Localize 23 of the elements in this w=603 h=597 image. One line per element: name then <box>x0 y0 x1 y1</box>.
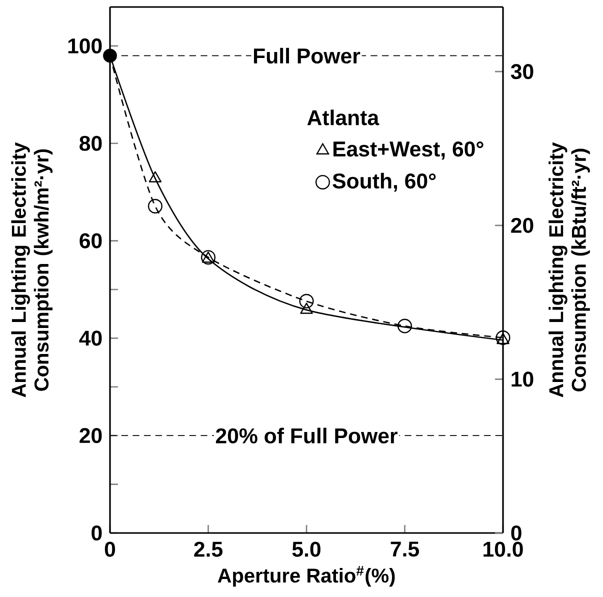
x-tick-label: 5.0 <box>292 542 320 557</box>
y-tick-label: 100 <box>68 38 102 54</box>
y2-tick-label: 0 <box>511 525 522 541</box>
y2-axis-title: Annual Lighting Electricity Consumption (kBtu/ft²·yr) <box>548 142 590 398</box>
y-tick-label: 40 <box>79 330 102 346</box>
y-tick-label: 0 <box>92 525 102 541</box>
y2-tick-label: 10 <box>512 372 534 387</box>
y-tick-label: 20 <box>80 428 102 444</box>
legend-label: South, 60° <box>332 172 436 192</box>
y-axis-title: Annual Lighting Electricity Consumption (kwh/m²·yr) <box>11 142 53 398</box>
x-axis-title: Aperture Ratio$^{#}$(%) <box>218 566 395 587</box>
x-tick-label: 2.5 <box>194 542 222 557</box>
x-tick-label: 10.0 <box>484 542 523 557</box>
x-tick-label: 7.5 <box>390 542 419 557</box>
ref-line-label: 20% of Full Power <box>216 428 398 444</box>
y-tick-label: 80 <box>80 136 102 151</box>
y2-tick-label: 20 <box>511 218 534 233</box>
legend-label: East+West, 60° <box>333 141 484 160</box>
legend-title: Atlanta <box>307 110 380 126</box>
y-tick-label: 60 <box>80 233 102 248</box>
x-tick-label: 0 <box>104 542 116 557</box>
y2-tick-label: 30 <box>510 64 534 80</box>
ref-line-label: Full Power <box>254 48 360 64</box>
